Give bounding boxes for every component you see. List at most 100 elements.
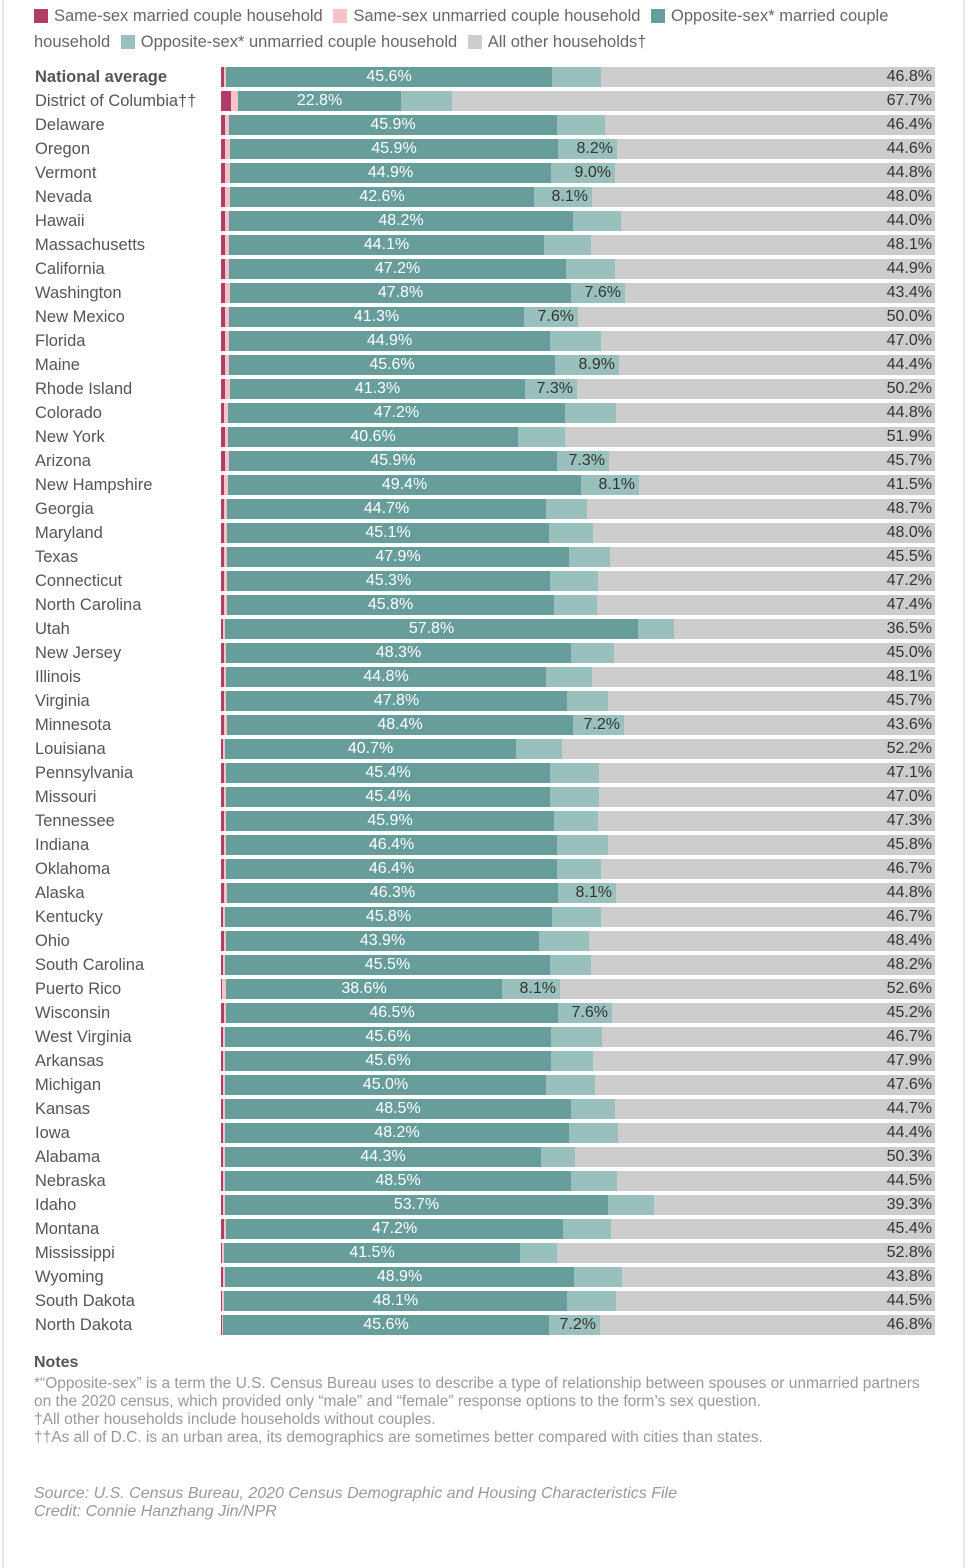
row-label: Michigan	[35, 1076, 102, 1094]
stacked-bar: 45.6% 46.7%	[221, 1027, 935, 1047]
segment-same-sex-unmarried	[223, 619, 225, 639]
label-opposite-sex-married: 48.1%	[372, 1292, 419, 1309]
segment-same-sex-married	[221, 1147, 223, 1167]
stacked-bar: 41.3% 7.6% 50.0%	[221, 307, 935, 327]
label-opposite-sex-married: 45.4%	[365, 788, 411, 805]
row-label: Colorado	[35, 404, 102, 422]
segment-all-other: 45.8%	[608, 835, 935, 855]
bar-row: Minnesota 48.4% 7.2% 43.6%	[0, 715, 970, 735]
segment-same-sex-married	[221, 403, 224, 423]
segment-same-sex-married	[221, 979, 222, 999]
segment-all-other: 43.8%	[622, 1267, 935, 1287]
row-label: Puerto Rico	[35, 980, 122, 998]
stacked-bar: 44.9% 47.0%	[221, 331, 935, 351]
segment-opposite-sex-unmarried	[565, 403, 616, 423]
segment-all-other: 44.5%	[617, 1171, 935, 1191]
segment-same-sex-unmarried	[224, 763, 226, 783]
segment-all-other: 48.1%	[592, 667, 935, 687]
segment-same-sex-unmarried	[223, 907, 225, 927]
segment-same-sex-married	[221, 163, 225, 183]
label-all-other: 50.3%	[886, 1148, 932, 1165]
segment-same-sex-unmarried	[224, 571, 227, 591]
stacked-bar: 46.5% 7.6% 45.2%	[221, 1003, 935, 1023]
label-opposite-sex-married: 48.9%	[376, 1268, 423, 1285]
segment-same-sex-married	[221, 331, 225, 351]
stacked-bar: 47.8% 45.7%	[221, 691, 935, 711]
segment-same-sex-married	[221, 1219, 224, 1239]
segment-same-sex-married	[221, 787, 224, 807]
row-label: New Mexico	[35, 308, 125, 326]
row-label: Washington	[35, 284, 122, 302]
label-all-other: 46.7%	[886, 860, 932, 877]
label-opposite-sex-married: 46.5%	[369, 1004, 415, 1021]
segment-same-sex-unmarried	[231, 91, 238, 111]
label-opposite-sex-married: 44.3%	[360, 1148, 406, 1165]
segment-opposite-sex-married: 45.3%	[227, 571, 550, 591]
segment-opposite-sex-married: 44.8%	[226, 667, 546, 687]
segment-opposite-sex-unmarried: 8.1%	[502, 979, 560, 999]
bar-row: Idaho 53.7% 39.3%	[0, 1195, 970, 1215]
segment-opposite-sex-married: 48.2%	[225, 1123, 569, 1143]
segment-opposite-sex-married: 41.5%	[224, 1243, 520, 1263]
segment-all-other: 48.7%	[587, 499, 935, 519]
segment-same-sex-unmarried	[225, 379, 230, 399]
segment-all-other: 41.5%	[639, 475, 935, 495]
segment-same-sex-unmarried	[225, 355, 229, 375]
segment-all-other: 44.8%	[616, 883, 935, 903]
segment-opposite-sex-married: 48.1%	[224, 1291, 567, 1311]
segment-same-sex-married	[221, 379, 225, 399]
segment-opposite-sex-married: 46.4%	[226, 859, 557, 879]
stacked-bar: 46.3% 8.1% 44.8%	[221, 883, 935, 903]
segment-opposite-sex-unmarried	[552, 907, 601, 927]
label-all-other: 50.0%	[886, 308, 932, 325]
label-opposite-sex-married: 48.2%	[378, 212, 424, 229]
segment-same-sex-married	[221, 715, 224, 735]
bar-row: Iowa 48.2% 44.4%	[0, 1123, 970, 1143]
bar-row: Oregon 45.9% 8.2% 44.6%	[0, 139, 970, 159]
segment-opposite-sex-unmarried: 7.6%	[558, 1003, 612, 1023]
segment-same-sex-married	[221, 307, 225, 327]
segment-same-sex-married	[221, 1003, 224, 1023]
segment-opposite-sex-unmarried	[550, 955, 591, 975]
legend-swatch	[333, 9, 348, 23]
bar-row: Connecticut 45.3% 47.2%	[0, 571, 970, 591]
segment-same-sex-unmarried	[225, 427, 228, 447]
segment-same-sex-unmarried	[225, 115, 229, 135]
segment-same-sex-married	[221, 1099, 223, 1119]
segment-opposite-sex-unmarried	[401, 91, 452, 111]
segment-opposite-sex-married: 44.3%	[225, 1147, 541, 1167]
segment-opposite-sex-married: 49.4%	[228, 475, 581, 495]
label-opposite-sex-married: 47.8%	[377, 284, 424, 301]
bar-row: New York 40.6% 51.9%	[0, 427, 970, 447]
segment-opposite-sex-married: 46.4%	[226, 835, 557, 855]
label-opposite-sex-married: 41.3%	[354, 380, 401, 397]
bar-row: Nevada 42.6% 8.1% 48.0%	[0, 187, 970, 207]
stacked-bar: 48.5% 44.7%	[221, 1099, 935, 1119]
bar-row: National average 45.6% 46.8%	[0, 67, 970, 87]
row-label: Wisconsin	[35, 1004, 111, 1022]
bar-row: Georgia 44.7% 48.7%	[0, 499, 970, 519]
segment-same-sex-unmarried	[223, 739, 225, 759]
segment-all-other: 39.3%	[654, 1195, 935, 1215]
row-label: Florida	[35, 332, 86, 350]
segment-same-sex-unmarried	[223, 1195, 225, 1215]
segment-same-sex-married	[221, 1243, 222, 1263]
label-all-other: 46.4%	[886, 116, 932, 133]
note-opposite-sex: *“Opposite-sex” is a term the U.S. Censu…	[34, 1375, 920, 1410]
segment-all-other: 44.4%	[618, 1123, 935, 1143]
label-opposite-sex-married: 44.9%	[366, 332, 413, 349]
segment-same-sex-unmarried	[222, 1315, 223, 1335]
stacked-bar: 45.9% 46.4%	[221, 115, 935, 135]
segment-opposite-sex-unmarried: 8.1%	[534, 187, 592, 207]
segment-opposite-sex-unmarried: 8.2%	[558, 139, 617, 159]
segment-same-sex-unmarried	[224, 67, 226, 87]
row-label: Delaware	[35, 116, 105, 134]
segment-opposite-sex-married: 45.6%	[225, 1051, 551, 1071]
stacked-bar: 47.2% 44.8%	[221, 403, 935, 423]
segment-opposite-sex-married: 45.6%	[226, 67, 552, 87]
segment-same-sex-unmarried	[225, 187, 230, 207]
segment-same-sex-married	[221, 1291, 222, 1311]
label-opposite-sex-married: 45.9%	[367, 812, 413, 829]
row-label: New Hampshire	[35, 476, 153, 494]
stacked-bar: 45.5% 48.2%	[221, 955, 935, 975]
